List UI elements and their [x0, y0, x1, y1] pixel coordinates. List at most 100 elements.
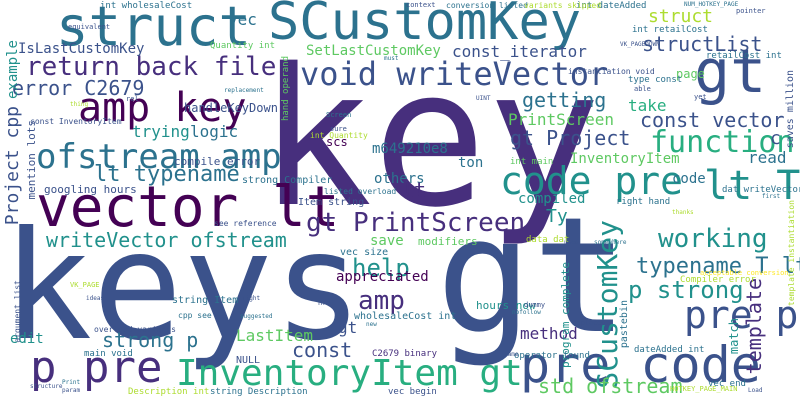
word-conversion-listed: conversion listed: [446, 1, 528, 10]
word-c: c: [770, 128, 781, 149]
word-structure: structure: [30, 383, 63, 390]
word-right: right: [242, 295, 261, 302]
word-pointer: pointer: [736, 7, 766, 15]
word-ofstream-amp: ofstream amp: [36, 137, 282, 177]
word-ty: Ty: [546, 206, 568, 227]
word-amp-key: amp key: [78, 85, 247, 131]
word-code-pre: code pre: [500, 159, 684, 203]
word-string-item: string Item: [172, 295, 239, 306]
word-vector-lt: vector lt: [36, 175, 340, 240]
word-vec-begin: vec begin: [388, 387, 437, 397]
word-gt-big: gt: [436, 182, 629, 369]
word-int-main: int main: [510, 157, 554, 167]
word-hand-operand: hand operand: [281, 56, 291, 122]
word-read: read: [748, 148, 787, 167]
word-islastcustomkey: IsLastCustomKey: [18, 41, 145, 57]
word-dateadded-int: dateAdded int: [634, 345, 705, 355]
word-pre-code: pre code: [520, 336, 761, 394]
word-save: save: [370, 233, 404, 249]
word-dummy: dummy: [524, 301, 546, 309]
word-right-hand: right hand: [616, 197, 671, 207]
word-strong-p: strong p: [102, 328, 199, 352]
word-p-strong: p strong: [628, 276, 744, 304]
word-scustomkey-top: SCustomKey: [268, 0, 582, 52]
word-page: page: [676, 67, 705, 81]
word-key: key: [258, 28, 602, 249]
word-hours-now: hours now: [476, 299, 536, 312]
word-screen: Screen: [326, 111, 352, 119]
word-amp-mid: amp: [358, 286, 405, 316]
word-wholesalecost-int: wholesaleCost int: [354, 311, 457, 322]
word-uint: UINT: [476, 95, 491, 102]
word-vec: vec: [228, 10, 257, 29]
word-vec-end: vec end: [708, 379, 746, 389]
word-thanks: thanks: [672, 209, 694, 216]
word-param: param: [62, 387, 81, 394]
word-c2679-binary: C2679 binary: [372, 349, 438, 359]
word-somewhere: somewhere: [594, 239, 627, 246]
word-gt-top: gt: [694, 37, 767, 107]
word-int-wholesalecost: int wholesaleCost: [100, 1, 193, 11]
word-string-description: string Description: [210, 387, 308, 397]
word-googling-hours: googling hours: [44, 183, 137, 196]
word-ideas: ideas: [86, 295, 105, 302]
word-structlist: structList: [642, 32, 763, 56]
word-gt-low: gt: [338, 318, 358, 337]
word-replaced: replaced: [572, 319, 606, 327]
word-quantity-int: Quantity int: [210, 41, 276, 51]
word-null: NULL: [236, 355, 261, 366]
word-const-mid: const: [292, 338, 353, 362]
word-take: take: [628, 96, 667, 115]
word-main-void: main void: [84, 349, 133, 359]
word-lt-typename: lt typename: [94, 162, 240, 187]
word-type-const: type const: [628, 75, 683, 85]
word-description-int: Description int: [128, 387, 210, 397]
word-function: function: [650, 125, 795, 160]
word-vk-pagedown: VK_PAGEDOWN: [620, 41, 660, 48]
word-new: new: [366, 321, 377, 328]
word-scs: scs: [326, 135, 348, 149]
word-trying: trying: [132, 122, 190, 141]
word-example: example: [5, 40, 21, 100]
word-printscreen: PrintScreen: [508, 110, 614, 129]
word-rel: rel: [126, 95, 139, 103]
word-able: able: [634, 85, 651, 93]
word-context: context: [406, 1, 436, 9]
word-mention-lots: mention lots: [25, 120, 38, 200]
word-print: Print: [62, 379, 81, 386]
word-compiler-error: Compiler error: [680, 275, 756, 285]
word-hotkey-page-main: HOTKEY_PAGE_MAIN: [670, 385, 738, 393]
word-suggested: suggested: [240, 313, 273, 320]
word-vk-page: VK_PAGE: [70, 281, 100, 289]
word-operator-found: operator found: [514, 351, 590, 361]
word-item-string: Item string: [298, 197, 365, 208]
word-method: method: [520, 324, 578, 343]
word-void-writevector: void writeVector: [300, 55, 609, 93]
word-getting: getting: [522, 88, 607, 112]
word-pastebin: pastebin: [619, 300, 630, 349]
word-strong-compiler: strong Compiler: [242, 175, 333, 186]
word-see-reference: see reference: [214, 219, 277, 228]
word-thing: thing: [70, 101, 89, 108]
word-struct-right: struct: [648, 6, 714, 27]
word-working: working: [658, 224, 768, 254]
word-nofollow: nofollow: [512, 309, 541, 316]
word-used: used: [564, 239, 579, 246]
word-handlekeydown: handleKeyDown: [184, 101, 278, 115]
word-const-inventoryitem: const InventoryItem: [30, 117, 122, 126]
word-writevector-ofstream: writeVector ofstream: [46, 228, 287, 252]
word-inventoryitem-small: InventoryItem: [570, 151, 680, 167]
word-logic: logic: [190, 122, 239, 141]
word-code-right: code: [672, 171, 706, 187]
word-gt-printscreen: gt PrintScreen: [306, 208, 526, 238]
word-gt-project: gt Project: [510, 126, 631, 150]
word-int-retailcost: int retailCost: [632, 25, 708, 35]
word-pre-p: pre p: [684, 293, 799, 337]
word-setlastcustomkey: SetLastCustomKey: [306, 43, 441, 59]
word-p-pre: p pre: [30, 342, 163, 393]
word-name: name: [504, 351, 519, 358]
word-help: help: [352, 254, 410, 282]
word-vec-size: vec size: [340, 247, 389, 258]
word-template-instantiation: template instantiation: [787, 200, 796, 306]
